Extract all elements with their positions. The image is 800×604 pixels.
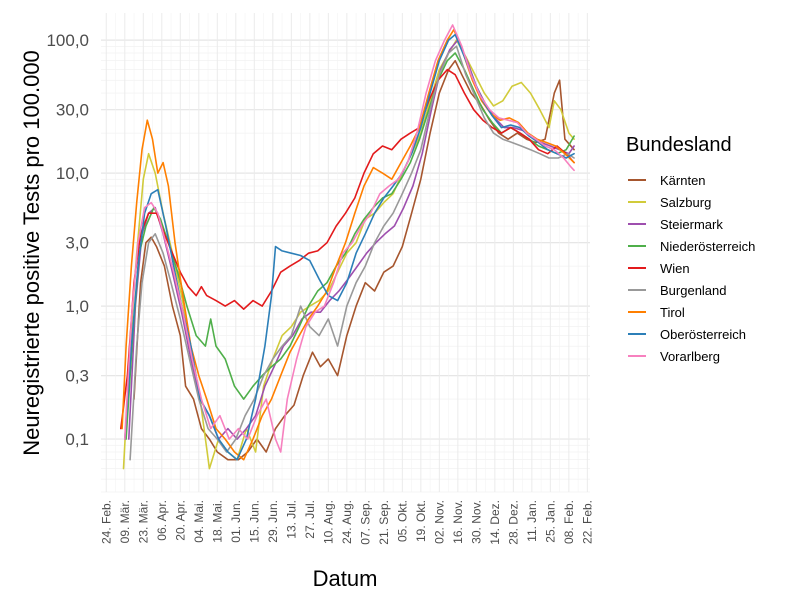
legend-item: Tirol	[626, 301, 755, 323]
y-tick-label: 30,0	[56, 101, 89, 120]
legend-item: Burgenland	[626, 279, 755, 301]
x-tick-label: 23. Mär.	[136, 500, 150, 543]
x-axis-title: Datum	[313, 566, 378, 591]
x-tick-label: 01. Jun.	[229, 500, 243, 543]
legend-item: Niederösterreich	[626, 235, 755, 257]
y-tick-label: 1,0	[65, 297, 89, 316]
x-tick-label: 07. Sep.	[358, 500, 372, 545]
legend-label: Vorarlberg	[660, 348, 720, 364]
legend-label: Burgenland	[660, 282, 727, 298]
legend-item: Steiermark	[626, 213, 755, 235]
x-tick-label: 06. Apr.	[155, 500, 169, 541]
x-tick-label: 14. Dez.	[488, 500, 502, 545]
x-tick-label: 13. Jul.	[284, 500, 298, 539]
series-line	[124, 24, 575, 453]
legend-key	[628, 355, 646, 357]
legend-label: Wien	[660, 260, 690, 276]
legend-label: Niederösterreich	[660, 238, 756, 254]
legend-items: Kärnten Salzburg Steiermark Niederösterreic…	[626, 169, 755, 367]
x-tick-label: 09. Mär.	[118, 500, 132, 543]
y-axis-ticks: 0,1 0,3 1,0 3,0 10,0 30,0 100,0	[46, 31, 89, 449]
legend-label: Steiermark	[660, 216, 723, 232]
x-tick-label: 05. Okt.	[395, 500, 409, 542]
x-tick-label: 30. Nov.	[469, 500, 483, 544]
y-tick-label: 0,1	[65, 430, 89, 449]
y-axis-title: Neuregistrierte positive Tests pro 100.0…	[19, 50, 44, 456]
legend-label: Salzburg	[660, 194, 712, 210]
legend-title: Bundesland	[626, 134, 732, 156]
x-tick-label: 19. Okt.	[414, 500, 428, 542]
x-tick-label: 08. Feb.	[562, 500, 576, 544]
x-tick-label: 29. Jun.	[266, 500, 280, 543]
legend-item: Kärnten	[626, 169, 755, 191]
legend: Bundesland Kärnten Salzburg Steiermark Nied…	[626, 134, 755, 367]
y-tick-label: 0,3	[65, 367, 89, 386]
x-tick-label: 28. Dez.	[506, 500, 520, 545]
series-layer	[120, 24, 575, 470]
x-tick-label: 04. Mai.	[192, 500, 206, 543]
legend-item: Vorarlberg	[626, 345, 755, 367]
legend-label: Kärnten	[660, 172, 706, 188]
legend-label: Oberösterreich	[660, 326, 746, 342]
x-tick-label: 22. Feb.	[580, 500, 594, 544]
grid	[101, 13, 590, 493]
legend-key	[628, 223, 646, 225]
y-tick-label: 3,0	[65, 234, 89, 253]
legend-label: Tirol	[660, 304, 685, 320]
legend-item: Wien	[626, 257, 755, 279]
series-line	[129, 45, 575, 461]
y-tick-label: 100,0	[46, 31, 89, 50]
legend-key	[628, 245, 646, 247]
x-tick-label: 25. Jan.	[543, 500, 557, 543]
x-tick-label: 10. Aug.	[321, 500, 335, 544]
x-tick-label: 02. Nov.	[432, 500, 446, 544]
x-tick-label: 20. Apr.	[173, 500, 187, 541]
x-tick-label: 11. Jan.	[525, 500, 539, 542]
series-line	[133, 59, 575, 461]
x-tick-label: 24. Aug.	[340, 500, 354, 544]
legend-key	[628, 311, 646, 313]
x-tick-label: 15. Jun.	[247, 500, 261, 543]
x-axis-ticks: 24. Feb. 09. Mär. 23. Mär. 06. Apr. 20. Apr.…	[99, 500, 594, 545]
x-tick-label: 24. Feb.	[99, 500, 113, 544]
legend-item: Oberösterreich	[626, 323, 755, 345]
legend-key	[628, 267, 646, 269]
legend-key	[628, 333, 646, 335]
series-line	[120, 68, 575, 430]
x-tick-label: 27. Jul.	[303, 500, 317, 539]
x-tick-label: 18. Mai.	[210, 500, 224, 543]
x-tick-label: 21. Sep.	[377, 500, 391, 545]
legend-key	[628, 179, 646, 181]
legend-item: Salzburg	[626, 191, 755, 213]
y-tick-label: 10,0	[56, 164, 89, 183]
legend-key	[628, 201, 646, 203]
legend-key	[628, 289, 646, 291]
x-tick-label: 16. Nov.	[451, 500, 465, 544]
